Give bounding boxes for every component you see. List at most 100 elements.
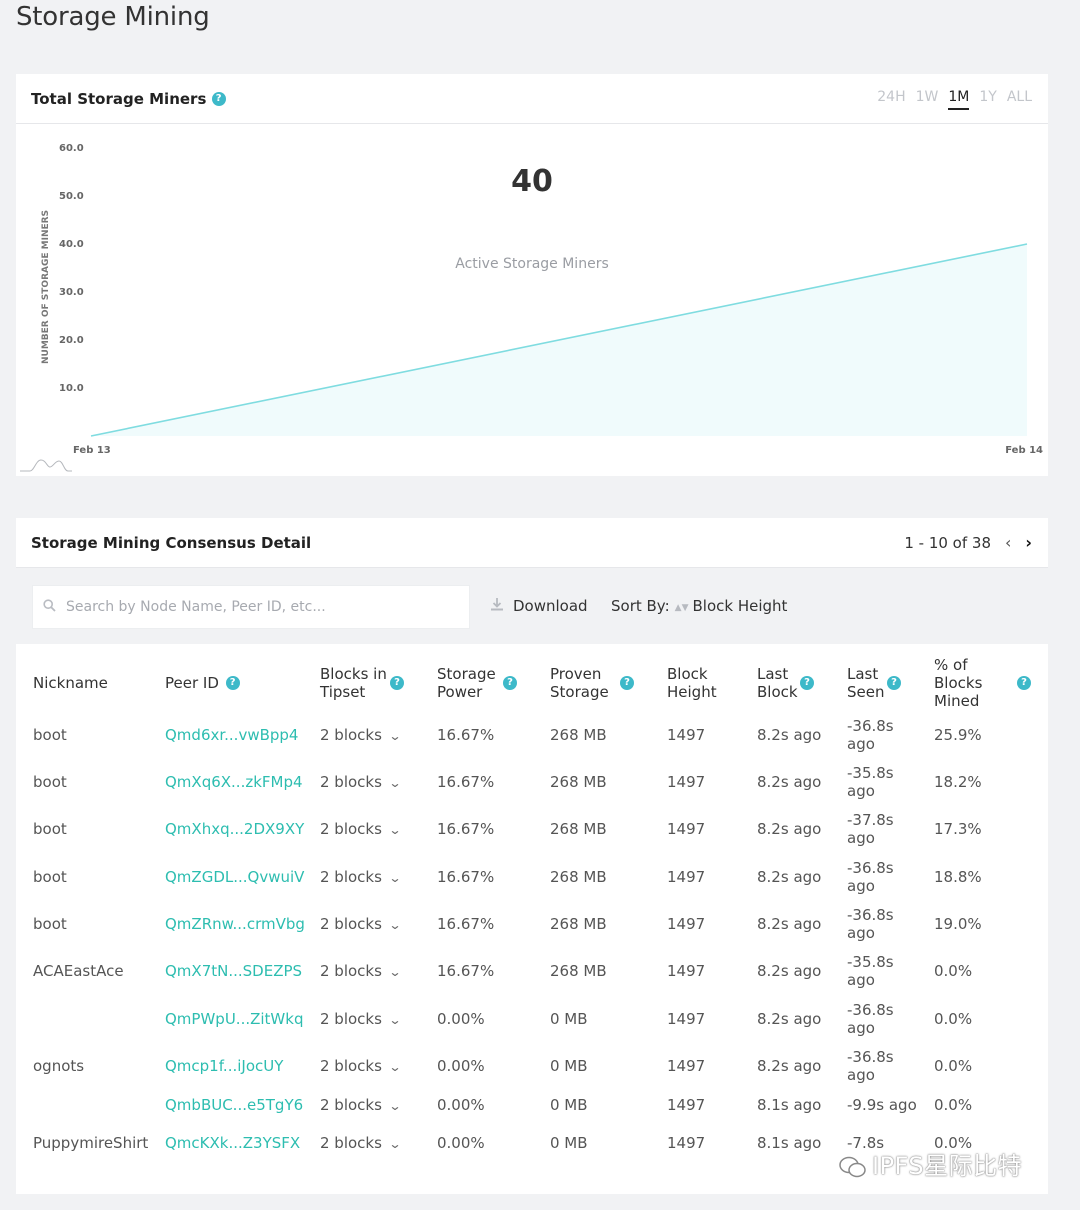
proven-storage-cell: 0 MB	[550, 1057, 588, 1075]
last-seen-line: ago	[847, 1019, 875, 1037]
proven-storage-cell: 0 MB	[550, 1096, 588, 1114]
proven-storage-cell: 268 MB	[550, 773, 607, 791]
chevron-down-icon: ⌄	[388, 776, 402, 790]
x-tick-label: Feb 14	[1005, 445, 1043, 456]
blocks-label: 2 blocks	[320, 1057, 382, 1075]
column-header-line: Storage	[550, 683, 609, 701]
chevron-down-icon: ⌄	[388, 1013, 402, 1027]
search-icon	[43, 598, 56, 616]
table-row[interactable]: boot QmXq6X...zkFMp4 2 blocks ⌄ 16.67% 268 MB…	[16, 761, 1048, 807]
last-seen-line: -35.8s	[847, 764, 894, 782]
x-tick-label: Feb 13	[73, 445, 111, 456]
column-header-last-seen[interactable]: Last Seen ?	[847, 665, 901, 701]
chevron-down-icon: ⌄	[388, 1099, 402, 1113]
column-header-storage-power[interactable]: Storage Power ?	[437, 665, 517, 701]
table-row[interactable]: QmPWpU...ZitWkq 2 blocks ⌄ 0.00% 0 MB 1497 8.2…	[16, 998, 1048, 1044]
table-row[interactable]: boot QmZGDL...QvwuiV 2 blocks ⌄ 16.67% 268 MB…	[16, 856, 1048, 902]
column-header-line: Block	[757, 683, 798, 701]
peer-id-link[interactable]: Qmcp1f...iJocUY	[165, 1057, 284, 1075]
storage-power-cell: 16.67%	[437, 820, 495, 838]
block-height-cell: 1497	[667, 820, 706, 838]
active-miners-count: 40	[511, 164, 553, 199]
help-icon[interactable]: ?	[620, 676, 634, 690]
storage-miners-chart: 60.0 50.0 40.0 30.0 20.0 10.0 NUMBER OF STORAG…	[20, 143, 1043, 472]
help-icon[interactable]: ?	[503, 676, 517, 690]
peer-id-link[interactable]: QmZGDL...QvwuiV	[165, 868, 305, 886]
column-header-proven-storage[interactable]: Proven Storage ?	[550, 665, 634, 701]
column-header-last-block[interactable]: Last Block ?	[757, 665, 814, 701]
table-row[interactable]: ACAEastAce QmX7tN...SDEZPS 2 blocks ⌄ 16.67%…	[16, 950, 1048, 996]
help-icon[interactable]: ?	[390, 676, 404, 690]
blocks-dropdown[interactable]: 2 blocks ⌄	[320, 915, 402, 933]
blocks-dropdown[interactable]: 2 blocks ⌄	[320, 1096, 402, 1114]
chart-card-header: Total Storage Miners ? 24H 1W 1M 1Y ALL	[16, 74, 1048, 124]
search-input[interactable]	[66, 599, 446, 615]
blocks-dropdown[interactable]: 2 blocks ⌄	[320, 1134, 402, 1152]
peer-id-link[interactable]: QmXq6X...zkFMp4	[165, 773, 303, 791]
previous-page-button[interactable]: ‹	[1005, 533, 1012, 552]
last-seen-line: -36.8s	[847, 1001, 894, 1019]
range-tab-all[interactable]: ALL	[1006, 89, 1032, 105]
last-seen-line: ago	[847, 971, 875, 989]
range-tab-1m[interactable]: 1M	[948, 89, 970, 110]
peer-id-link[interactable]: Qmd6xr...vwBpp4	[165, 726, 299, 744]
table-row[interactable]: QmbBUC...e5TgY6 2 blocks ⌄ 0.00% 0 MB 1497 8.1…	[16, 1084, 1048, 1130]
peer-id-link[interactable]: QmPWpU...ZitWkq	[165, 1010, 304, 1028]
column-header-pct-blocks-mined[interactable]: % of Blocks Mined ?	[934, 656, 1031, 710]
peer-id-link[interactable]: QmXhxq...2DX9XY	[165, 820, 305, 838]
column-header-line: Power	[437, 683, 483, 701]
table-row[interactable]: boot QmXhxq...2DX9XY 2 blocks ⌄ 16.67% 268 MB…	[16, 808, 1048, 854]
storage-power-cell: 16.67%	[437, 868, 495, 886]
column-header-nickname[interactable]: Nickname	[33, 674, 108, 692]
pct-blocks-mined-cell: 25.9%	[934, 726, 982, 744]
peer-id-link[interactable]: QmbBUC...e5TgY6	[165, 1096, 304, 1114]
range-tab-1y[interactable]: 1Y	[979, 89, 997, 105]
column-header-blocks-in-tipset[interactable]: Blocks in Tipset ?	[320, 665, 404, 701]
blocks-dropdown[interactable]: 2 blocks ⌄	[320, 726, 402, 744]
column-header-line: Seen	[847, 683, 885, 701]
nickname-cell: ACAEastAce	[33, 962, 124, 980]
peer-id-link[interactable]: QmcKXk...Z3YSFX	[165, 1134, 301, 1152]
next-page-button[interactable]: ›	[1025, 533, 1032, 552]
column-header-line: Mined	[934, 692, 980, 710]
last-block-cell: 8.2s ago	[757, 773, 822, 791]
column-header-line: Height	[667, 683, 717, 701]
table-row[interactable]: ognots Qmcp1f...iJocUY 2 blocks ⌄ 0.00% 0 MB 1…	[16, 1045, 1048, 1091]
table-row[interactable]: boot QmZRnw...crmVbg 2 blocks ⌄ 16.67% 268 MB…	[16, 903, 1048, 949]
sort-select[interactable]: Block Height	[692, 597, 788, 615]
blocks-dropdown[interactable]: 2 blocks ⌄	[320, 1010, 402, 1028]
table-row[interactable]: PuppymireShirt QmcKXk...Z3YSFX 2 blocks ⌄ 0.…	[16, 1122, 1048, 1168]
help-icon[interactable]: ?	[800, 676, 814, 690]
column-header-line: Last	[847, 665, 879, 683]
blocks-dropdown[interactable]: 2 blocks ⌄	[320, 868, 402, 886]
peer-id-link[interactable]: QmX7tN...SDEZPS	[165, 962, 303, 980]
storage-power-cell: 0.00%	[437, 1057, 485, 1075]
column-header-block-height[interactable]: Block Height	[667, 665, 717, 701]
download-button[interactable]: Download	[490, 597, 588, 615]
last-block-cell: 8.1s ago	[757, 1134, 822, 1152]
help-icon[interactable]: ?	[887, 676, 901, 690]
column-header-peer-id[interactable]: Peer ID ?	[165, 674, 240, 692]
column-header-line: Blocks	[934, 674, 983, 692]
last-block-cell: 8.2s ago	[757, 820, 822, 838]
storage-power-cell: 16.67%	[437, 962, 495, 980]
chart-card-title: Total Storage Miners ?	[31, 90, 226, 108]
peer-id-link[interactable]: QmZRnw...crmVbg	[165, 915, 305, 933]
sort-label: Sort By:	[611, 597, 670, 615]
blocks-dropdown[interactable]: 2 blocks ⌄	[320, 773, 402, 791]
range-tab-1w[interactable]: 1W	[915, 89, 939, 105]
blocks-label: 2 blocks	[320, 868, 382, 886]
last-seen-cell: -36.8s ago	[847, 906, 927, 942]
help-icon[interactable]: ?	[1017, 676, 1031, 690]
range-tab-24h[interactable]: 24H	[877, 89, 906, 105]
table-row[interactable]: boot Qmd6xr...vwBpp4 2 blocks ⌄ 16.67% 268 MB…	[16, 714, 1048, 760]
blocks-dropdown[interactable]: 2 blocks ⌄	[320, 1057, 402, 1075]
help-icon[interactable]: ?	[225, 675, 240, 690]
blocks-label: 2 blocks	[320, 962, 382, 980]
help-icon[interactable]: ?	[211, 91, 226, 106]
blocks-dropdown[interactable]: 2 blocks ⌄	[320, 962, 402, 980]
column-header-line: Storage	[437, 665, 496, 683]
blocks-dropdown[interactable]: 2 blocks ⌄	[320, 820, 402, 838]
pct-blocks-mined-cell: 0.0%	[934, 1010, 973, 1028]
sort-control: Sort By: ▲▼ Block Height	[611, 597, 787, 615]
